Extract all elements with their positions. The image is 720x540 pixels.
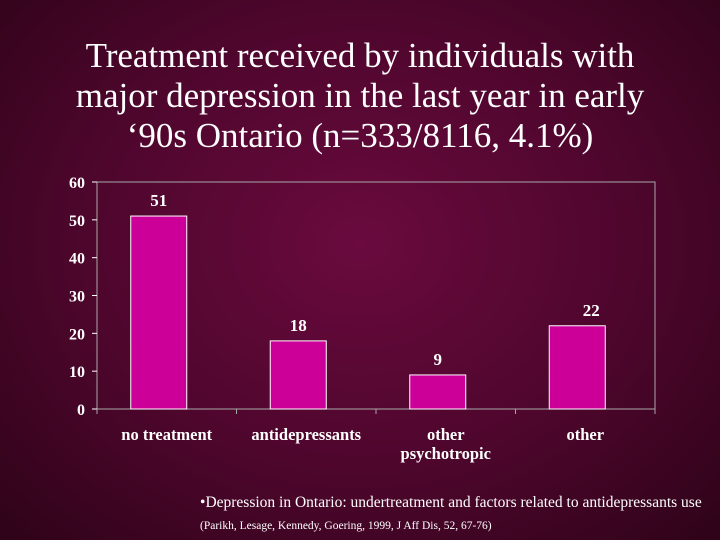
chart-title: Treatment received by individuals with m… [20,36,700,156]
bar [130,215,188,410]
data-label: 9 [434,350,443,369]
y-tick-label: 10 [69,364,85,381]
x-tick-label: no treatment [121,425,212,444]
y-tick-label: 60 [69,175,85,192]
data-label: 22 [583,301,600,320]
data-label: 18 [290,316,307,335]
footnote: •Depression in Ontario: undertreatment a… [200,492,715,537]
y-tick-label: 20 [69,326,85,343]
bar [548,325,606,410]
title-line-3: ‘90s Ontario (n=333/8116, 4.1%) [126,116,594,155]
title-line-1: Treatment received by individuals with [85,36,635,75]
footnote-bullet: • [200,494,206,511]
x-tick-label: other [427,425,465,444]
footnote-main: Depression in Ontario: undertreatment an… [205,494,702,511]
footnote-citation: (Parikh, Lesage, Kennedy, Goering, 1999,… [200,520,492,532]
x-tick-label: other [566,425,604,444]
x-tick-label: antidepressants [251,425,361,444]
y-tick-label: 50 [69,213,85,230]
y-tick-label: 0 [77,402,85,419]
y-tick-label: 40 [69,251,85,268]
y-tick-label: 30 [69,289,85,306]
title-line-2: major depression in the last year in ear… [75,76,645,115]
bar [269,340,327,410]
data-label: 51 [150,191,167,210]
x-tick-label: psychotropic [401,444,491,463]
bar [409,374,467,410]
